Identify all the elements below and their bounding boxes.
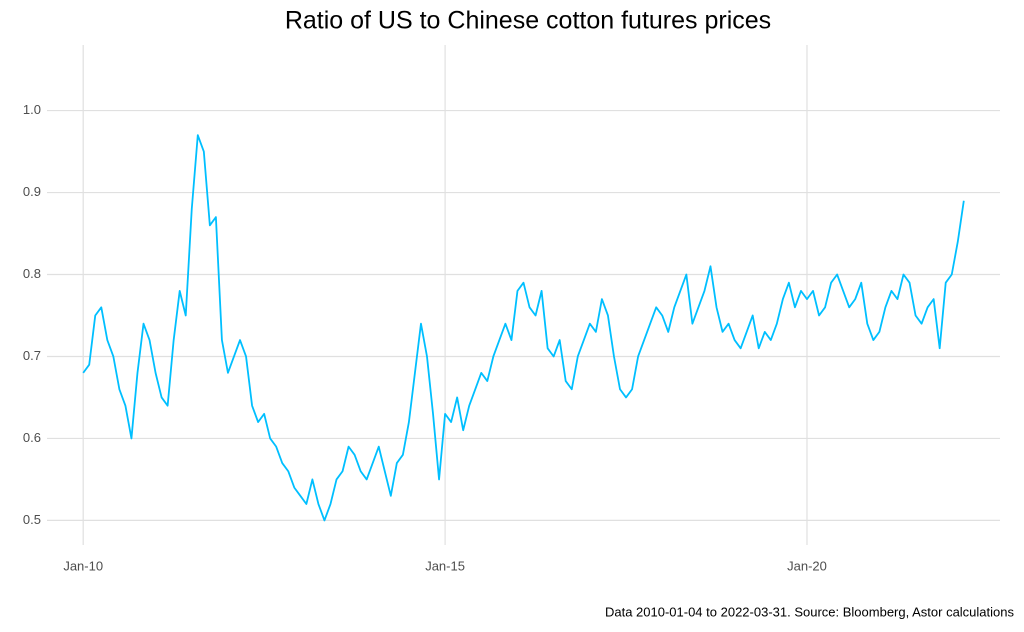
- y-tick-label: 1.0: [23, 102, 41, 117]
- y-tick-label: 0.5: [23, 512, 41, 527]
- y-tick-label: 0.9: [23, 184, 41, 199]
- x-tick-label: Jan-10: [63, 558, 103, 573]
- chart-title: Ratio of US to Chinese cotton futures pr…: [285, 7, 771, 35]
- y-tick-label: 0.7: [23, 348, 41, 363]
- y-tick-label: 0.6: [23, 430, 41, 445]
- x-tick-label: Jan-20: [787, 558, 827, 573]
- caption: Data 2010-01-04 to 2022-03-31. Source: B…: [605, 604, 1015, 619]
- y-tick-label: 0.8: [23, 266, 41, 281]
- line: [82, 134, 965, 522]
- x-tick-label: Jan-15: [425, 558, 465, 573]
